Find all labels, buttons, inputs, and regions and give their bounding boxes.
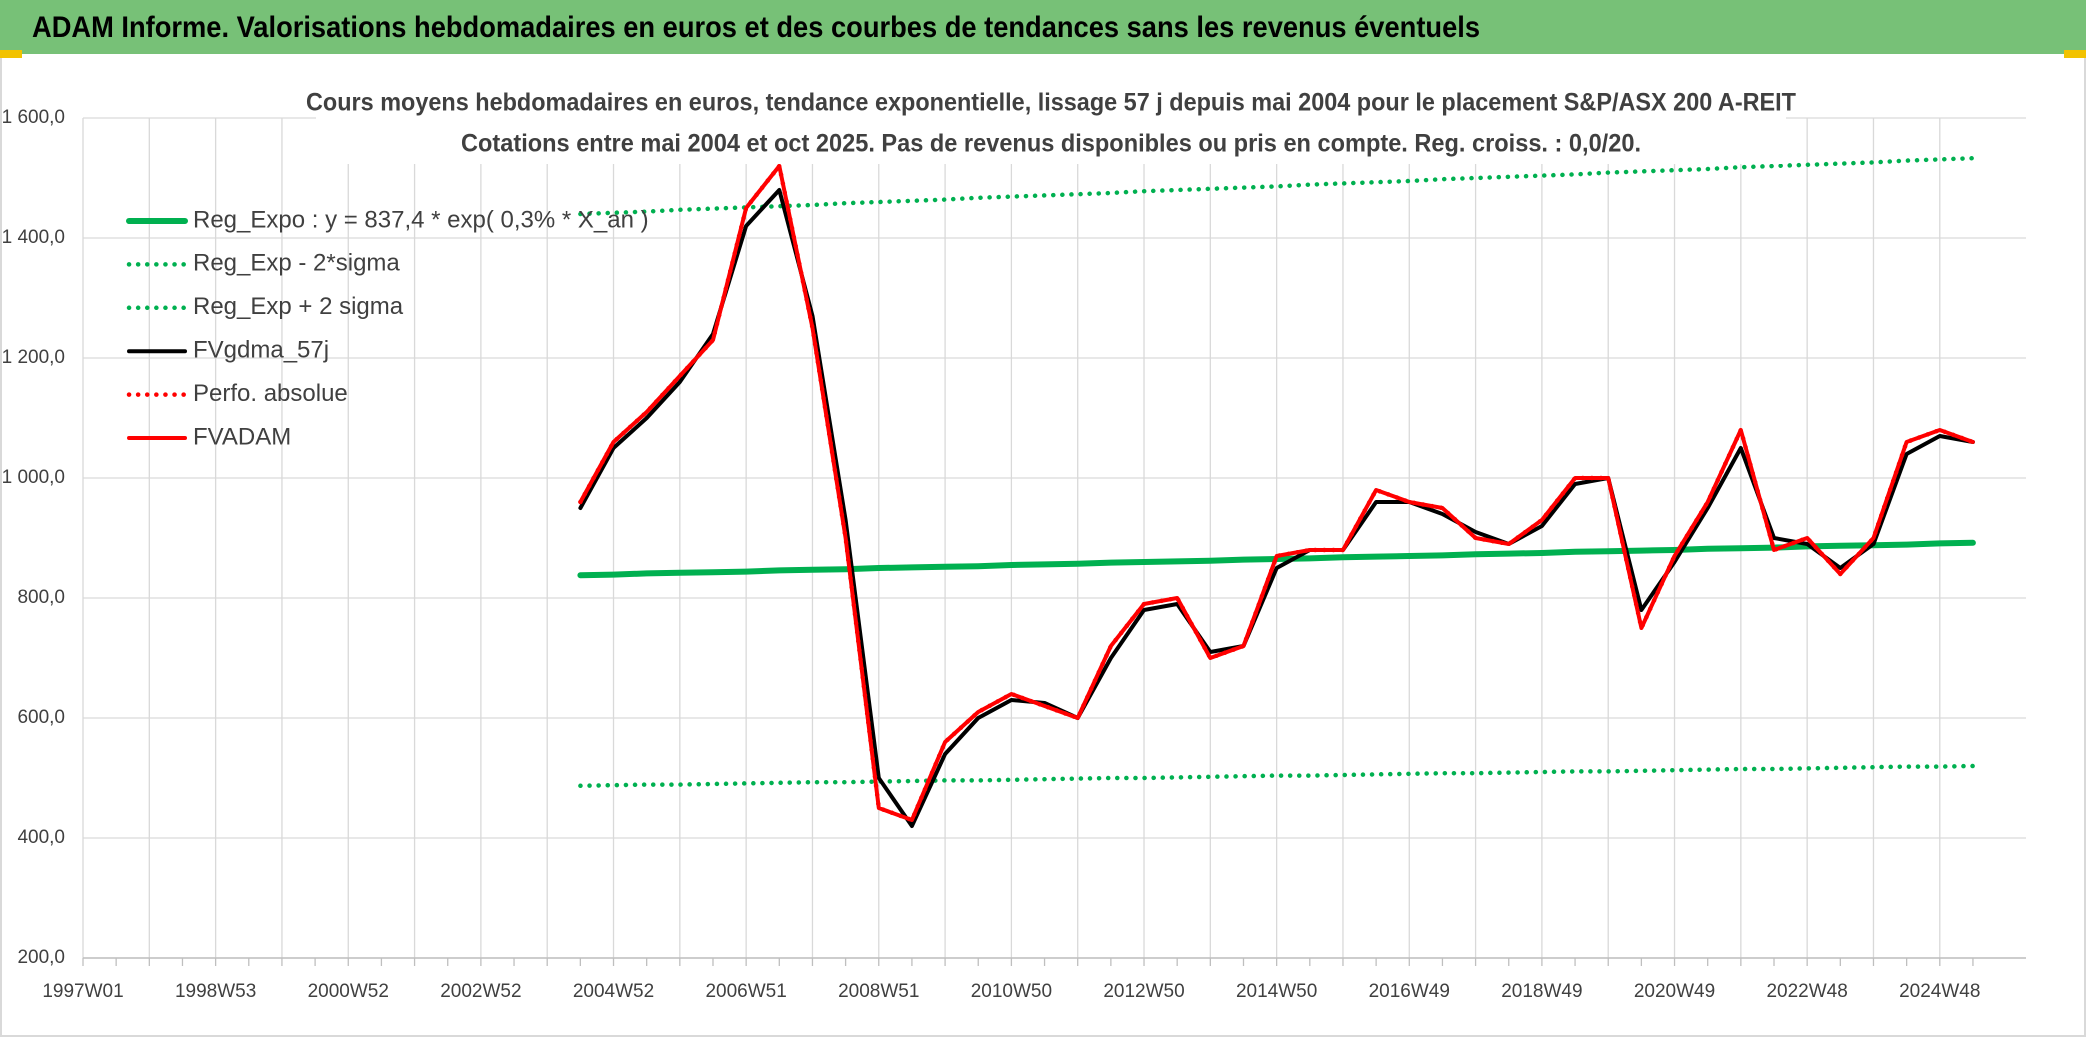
legend-label: FVADAM: [193, 423, 291, 450]
corner-mark: [0, 50, 22, 58]
y-tick-label: 200,0: [17, 947, 65, 968]
x-tick-label: 2022W48: [1766, 981, 1847, 1002]
y-tick-label: 1 400,0: [2, 227, 65, 248]
legend-label: Reg_Expo : y = 837,4 * exp( 0,3% * X_an …: [193, 206, 649, 233]
y-tick-label: 1 200,0: [2, 347, 65, 368]
x-tick-label: 2008W51: [838, 981, 919, 1002]
y-tick-label: 800,0: [17, 587, 65, 608]
x-tick-label: 1997W01: [42, 981, 123, 1002]
x-tick-label: 2014W50: [1236, 981, 1317, 1002]
series-line: [578, 164, 1975, 822]
x-tick-label: 2018W49: [1501, 981, 1582, 1002]
x-tick-label: 2002W52: [440, 981, 521, 1002]
x-tick-label: 2012W50: [1103, 981, 1184, 1002]
legend-label: FVgdma_57j: [193, 337, 329, 364]
series-line: [578, 188, 1975, 828]
x-tick-label: 2000W52: [308, 981, 389, 1002]
header-band: [0, 0, 2086, 54]
x-tick-label: 2006W51: [705, 981, 786, 1002]
x-tick-label: 2020W49: [1634, 981, 1715, 1002]
plot-area: 200,0 400,0 600,0 800,0 1 000,0 1 200,0 1 400,…: [2, 107, 2026, 1002]
legend-label: Reg_Exp + 2 sigma: [193, 293, 404, 320]
legend-label: Reg_Exp - 2*sigma: [193, 250, 400, 277]
x-tick-label: 2016W49: [1369, 981, 1450, 1002]
x-tick-label: 2010W50: [971, 981, 1052, 1002]
y-tick-label: 400,0: [17, 827, 65, 848]
legend-label: Perfo. absolue: [193, 380, 348, 407]
x-tick-label: 1998W53: [175, 981, 256, 1002]
y-tick-label: 1 000,0: [2, 467, 65, 488]
corner-mark: [2064, 50, 2086, 58]
y-tick-label: 600,0: [17, 707, 65, 728]
y-tick-label: 1 600,0: [2, 107, 65, 128]
x-tick-label: 2024W48: [1899, 981, 1980, 1002]
header-title: ADAM Informe. Valorisations hebdomadaire…: [32, 11, 1480, 44]
legend: Reg_Expo : y = 837,4 * exp( 0,3% * X_an …: [126, 206, 649, 450]
chart-title: Cours moyens hebdomadaires en euros, ten…: [306, 89, 1796, 117]
chart-subtitle: Cotations entre mai 2004 et oct 2025. Pa…: [461, 130, 1641, 158]
x-tick-label: 2004W52: [573, 981, 654, 1002]
title-backdrop: [316, 86, 1786, 164]
